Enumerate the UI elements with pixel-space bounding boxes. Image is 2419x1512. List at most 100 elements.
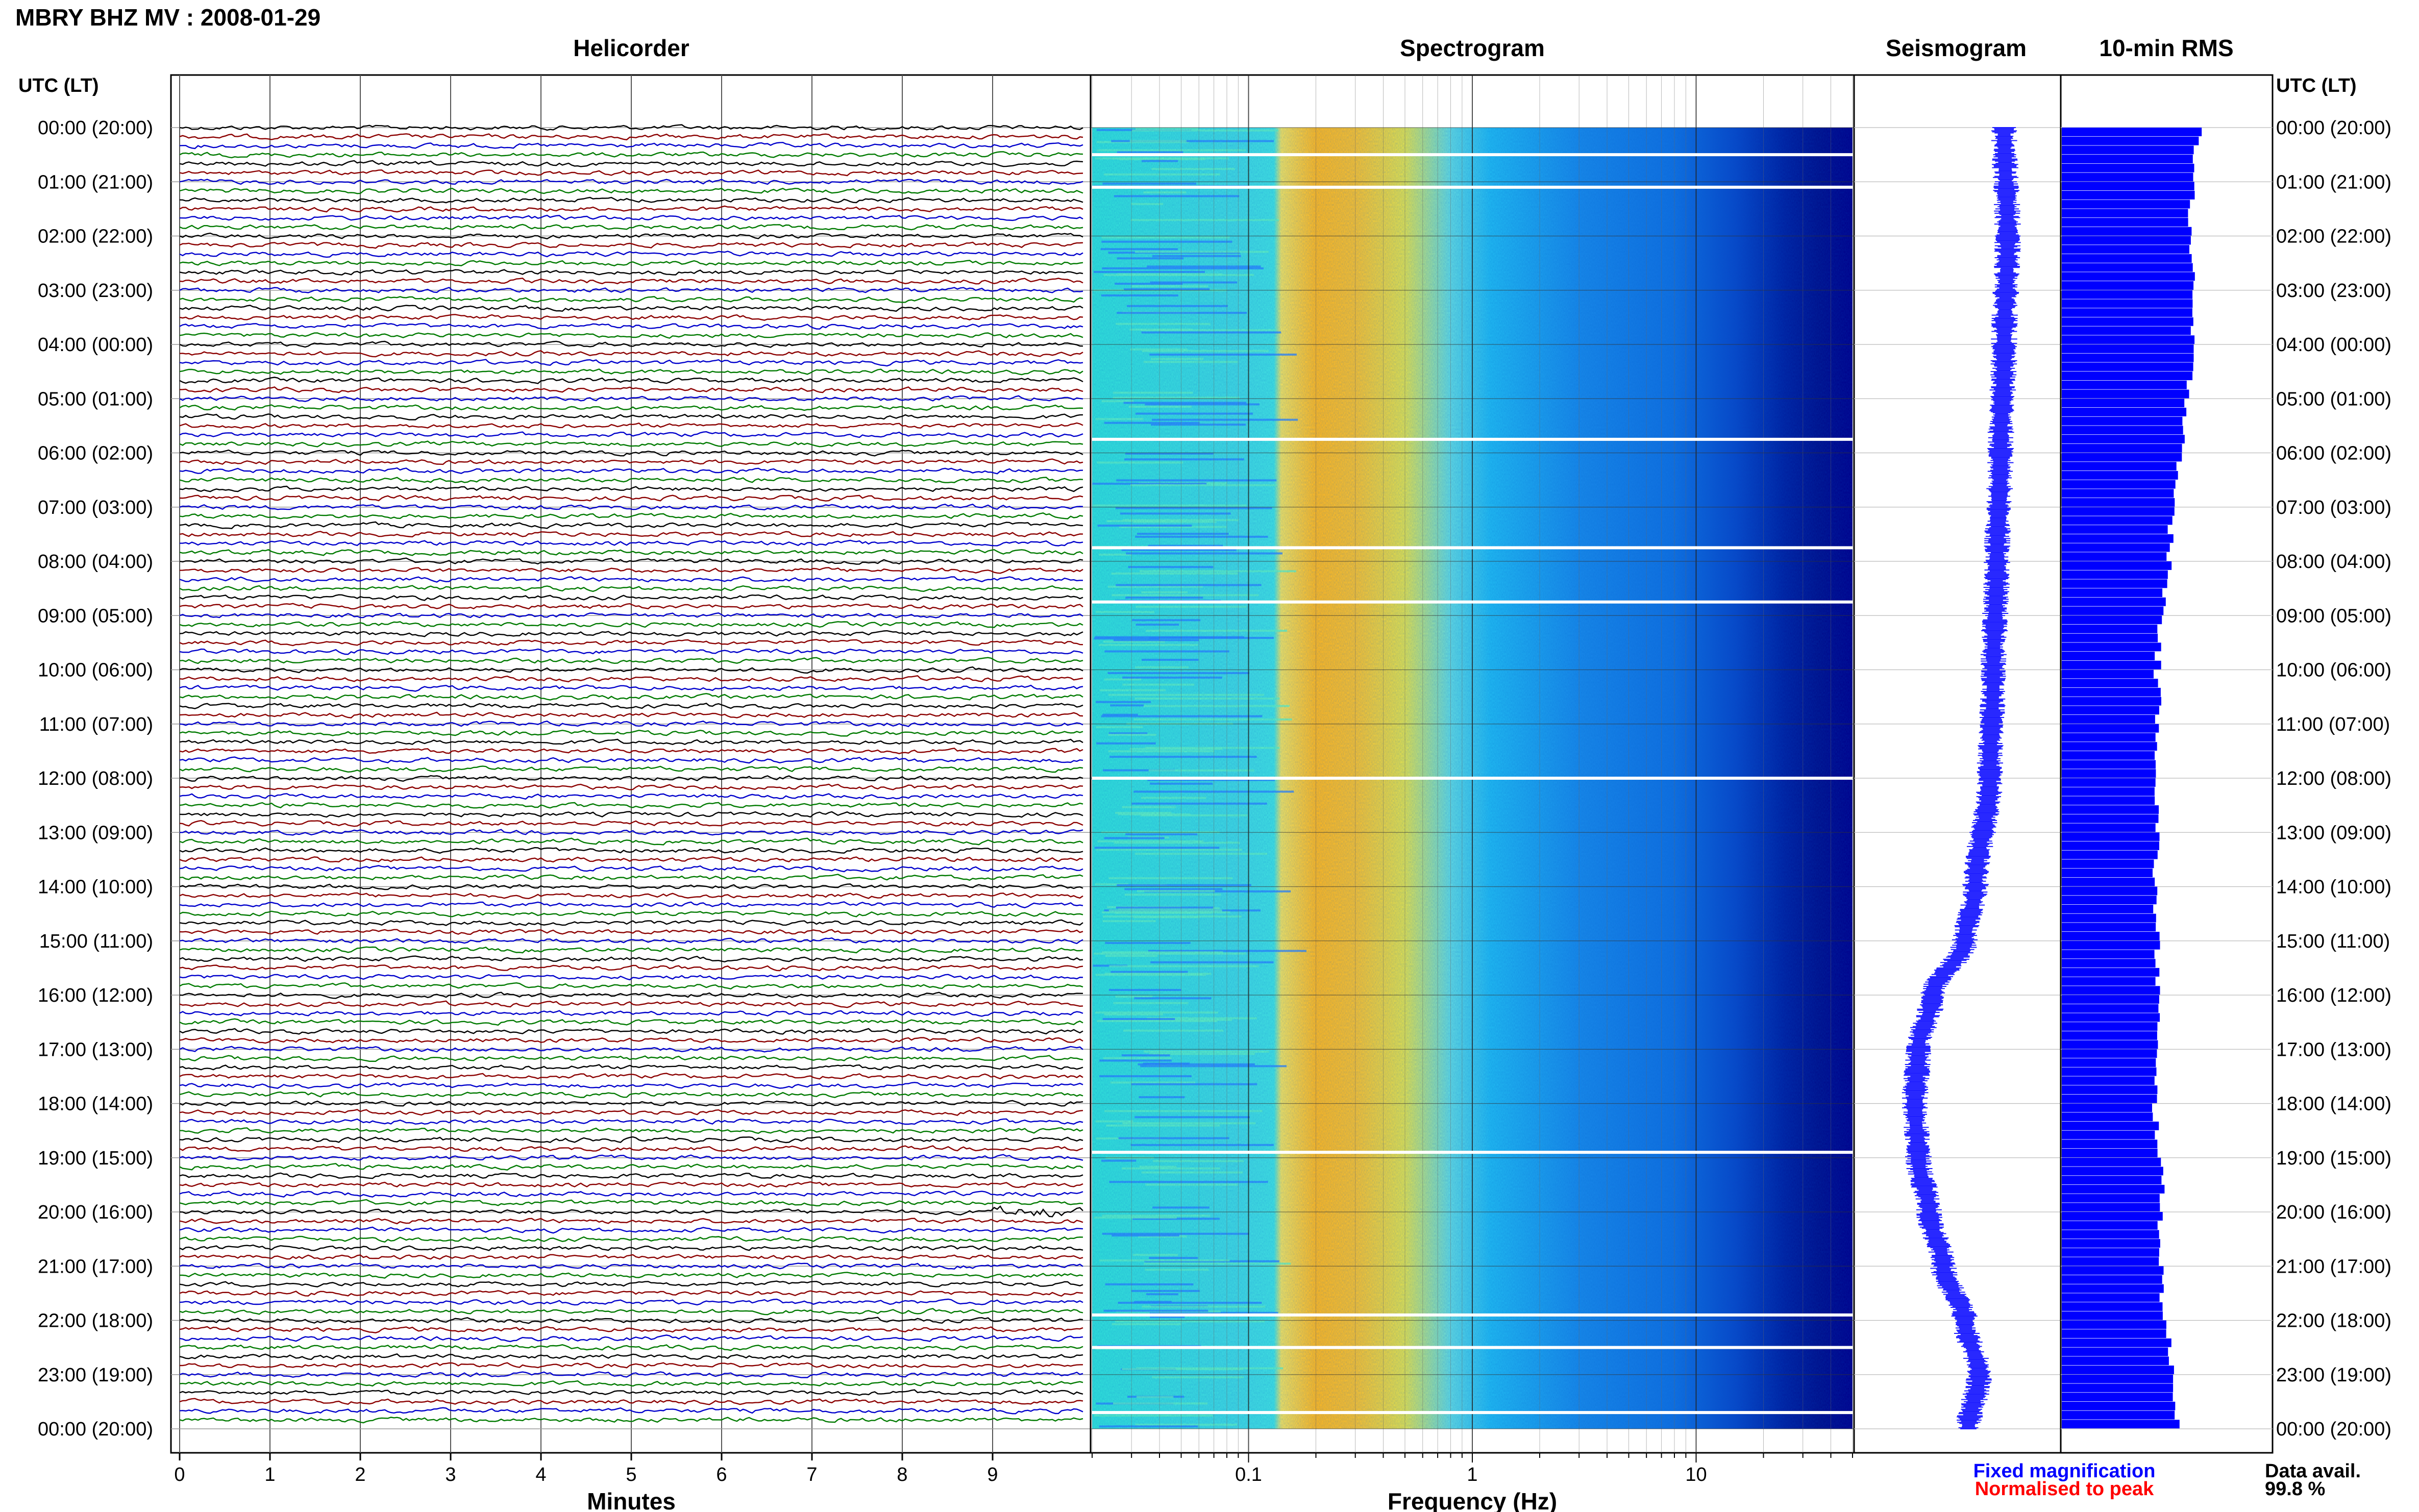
rms-bar	[2062, 1112, 2153, 1122]
hour-label: 07:00 (03:00)	[2276, 497, 2391, 518]
rms-bar	[2062, 1420, 2180, 1429]
helicorder-trace	[179, 205, 1083, 213]
helicorder-trace	[179, 1081, 1083, 1089]
rms-bar	[2062, 435, 2185, 443]
helicorder-trace	[179, 982, 1083, 990]
helicorder-trace	[179, 612, 1083, 618]
helicorder-trace	[179, 1100, 1083, 1107]
helicorder-trace	[179, 1371, 1083, 1378]
hour-label: 00:00 (20:00)	[38, 117, 153, 139]
rms-bar	[2062, 470, 2178, 480]
helicorder-trace	[179, 549, 1083, 556]
rms-bar	[2062, 896, 2157, 905]
helicorder-trace	[179, 702, 1083, 710]
hour-label: 19:00 (15:00)	[38, 1148, 153, 1169]
helicorder-trace	[179, 802, 1083, 809]
helicorder-trace	[179, 278, 1083, 285]
rms-bar	[2062, 1022, 2158, 1031]
hour-label: 08:00 (04:00)	[2276, 551, 2391, 573]
helicorder-trace	[179, 1235, 1083, 1243]
helicorder-trace	[179, 368, 1083, 376]
helicorder-trace	[179, 404, 1083, 411]
rms-bar	[2062, 335, 2195, 344]
helicorder-trace	[179, 151, 1083, 159]
rms-bar	[2062, 1212, 2163, 1221]
hour-label: 06:00 (02:00)	[2276, 443, 2391, 464]
spectrogram-x-tick-label: 0.1	[1235, 1464, 1262, 1485]
rms-bar	[2062, 236, 2191, 245]
spectrogram-gap	[1092, 1313, 1853, 1317]
rms-bar	[2062, 1031, 2157, 1040]
rms-bar	[2062, 588, 2163, 598]
spectrogram-grid	[1091, 75, 1854, 1453]
rms-bar	[2062, 787, 2155, 796]
spectrogram-gap	[1092, 546, 1853, 550]
helicorder-trace	[179, 431, 1083, 438]
helicorder-traces	[179, 124, 1083, 1424]
helicorder-trace	[179, 340, 1083, 348]
rms-bar	[2062, 453, 2182, 462]
helicorder-trace	[179, 901, 1083, 908]
helicorder-title: Helicorder	[573, 35, 689, 61]
spectrogram-gap	[1092, 437, 1853, 441]
helicorder-trace	[179, 449, 1083, 457]
helicorder-trace	[179, 1326, 1083, 1334]
helicorder-trace	[179, 512, 1083, 519]
rms-bar	[2062, 489, 2174, 498]
rms-bar	[2062, 832, 2160, 841]
hour-labels-right: 00:00 (20:00) 01:00 (21:00) 02:00 (22:00) 0…	[2276, 117, 2391, 1440]
rms-bar	[2062, 416, 2183, 426]
rms-bar	[2062, 823, 2156, 832]
helicorder-trace	[179, 1010, 1083, 1017]
helicorder-trace	[179, 251, 1083, 258]
helicorder-trace	[179, 305, 1083, 312]
rms-bar	[2062, 480, 2176, 489]
rms-bar	[2062, 371, 2193, 381]
helicorder-trace	[179, 765, 1083, 773]
rms-bar	[2062, 642, 2161, 652]
helicorder-trace	[179, 214, 1083, 221]
rms-bar	[2062, 679, 2158, 688]
helicorder-trace	[179, 332, 1083, 339]
hour-label: 10:00 (06:00)	[38, 660, 153, 681]
helicorder-trace	[179, 929, 1083, 935]
helicorder-trace	[179, 1109, 1083, 1116]
rms-bar	[2062, 1058, 2156, 1067]
helicorder-trace	[179, 350, 1083, 358]
helicorder-trace	[179, 1308, 1083, 1316]
seismogram-frame	[1853, 74, 2062, 1454]
rms-bar	[2062, 733, 2156, 742]
rms-bar	[2062, 1338, 2171, 1347]
rms-bar	[2062, 1284, 2164, 1293]
rms-bar	[2062, 877, 2155, 886]
seismogram-trace	[1902, 127, 2021, 1429]
helicorder-trace	[179, 1262, 1083, 1270]
helicorder-trace	[179, 141, 1083, 150]
rms-bar	[2062, 1176, 2162, 1185]
helicorder-trace	[179, 296, 1083, 303]
hour-label: 14:00 (10:00)	[2276, 877, 2391, 898]
hour-label: 13:00 (09:00)	[2276, 822, 2391, 844]
rms-bar	[2062, 1067, 2157, 1076]
helicorder-trace	[179, 1244, 1083, 1251]
helicorder-x-tick-label: 2	[355, 1464, 365, 1485]
helicorder-trace	[179, 196, 1083, 204]
hour-label: 14:00 (10:00)	[38, 877, 153, 898]
helicorder-trace	[179, 820, 1083, 827]
helicorder-trace	[179, 1154, 1083, 1161]
helicorder-x-tick-label: 3	[445, 1464, 456, 1485]
rms-bar	[2062, 1139, 2158, 1149]
helicorder-trace	[179, 937, 1083, 945]
helicorder-trace	[179, 1145, 1083, 1152]
helicorder-trace	[179, 1136, 1083, 1144]
helicorder-trace	[179, 224, 1083, 231]
helicorder-trace	[179, 1254, 1083, 1260]
helicorder-x-tick-label: 7	[806, 1464, 817, 1485]
hour-label: 21:00 (17:00)	[2276, 1256, 2391, 1277]
helicorder-trace	[179, 729, 1083, 737]
rms-bar	[2062, 218, 2188, 227]
rms-bar	[2062, 841, 2159, 850]
rms-bar	[2062, 597, 2166, 606]
hour-label: 18:00 (14:00)	[38, 1094, 153, 1115]
hour-label: 12:00 (08:00)	[2276, 768, 2391, 789]
